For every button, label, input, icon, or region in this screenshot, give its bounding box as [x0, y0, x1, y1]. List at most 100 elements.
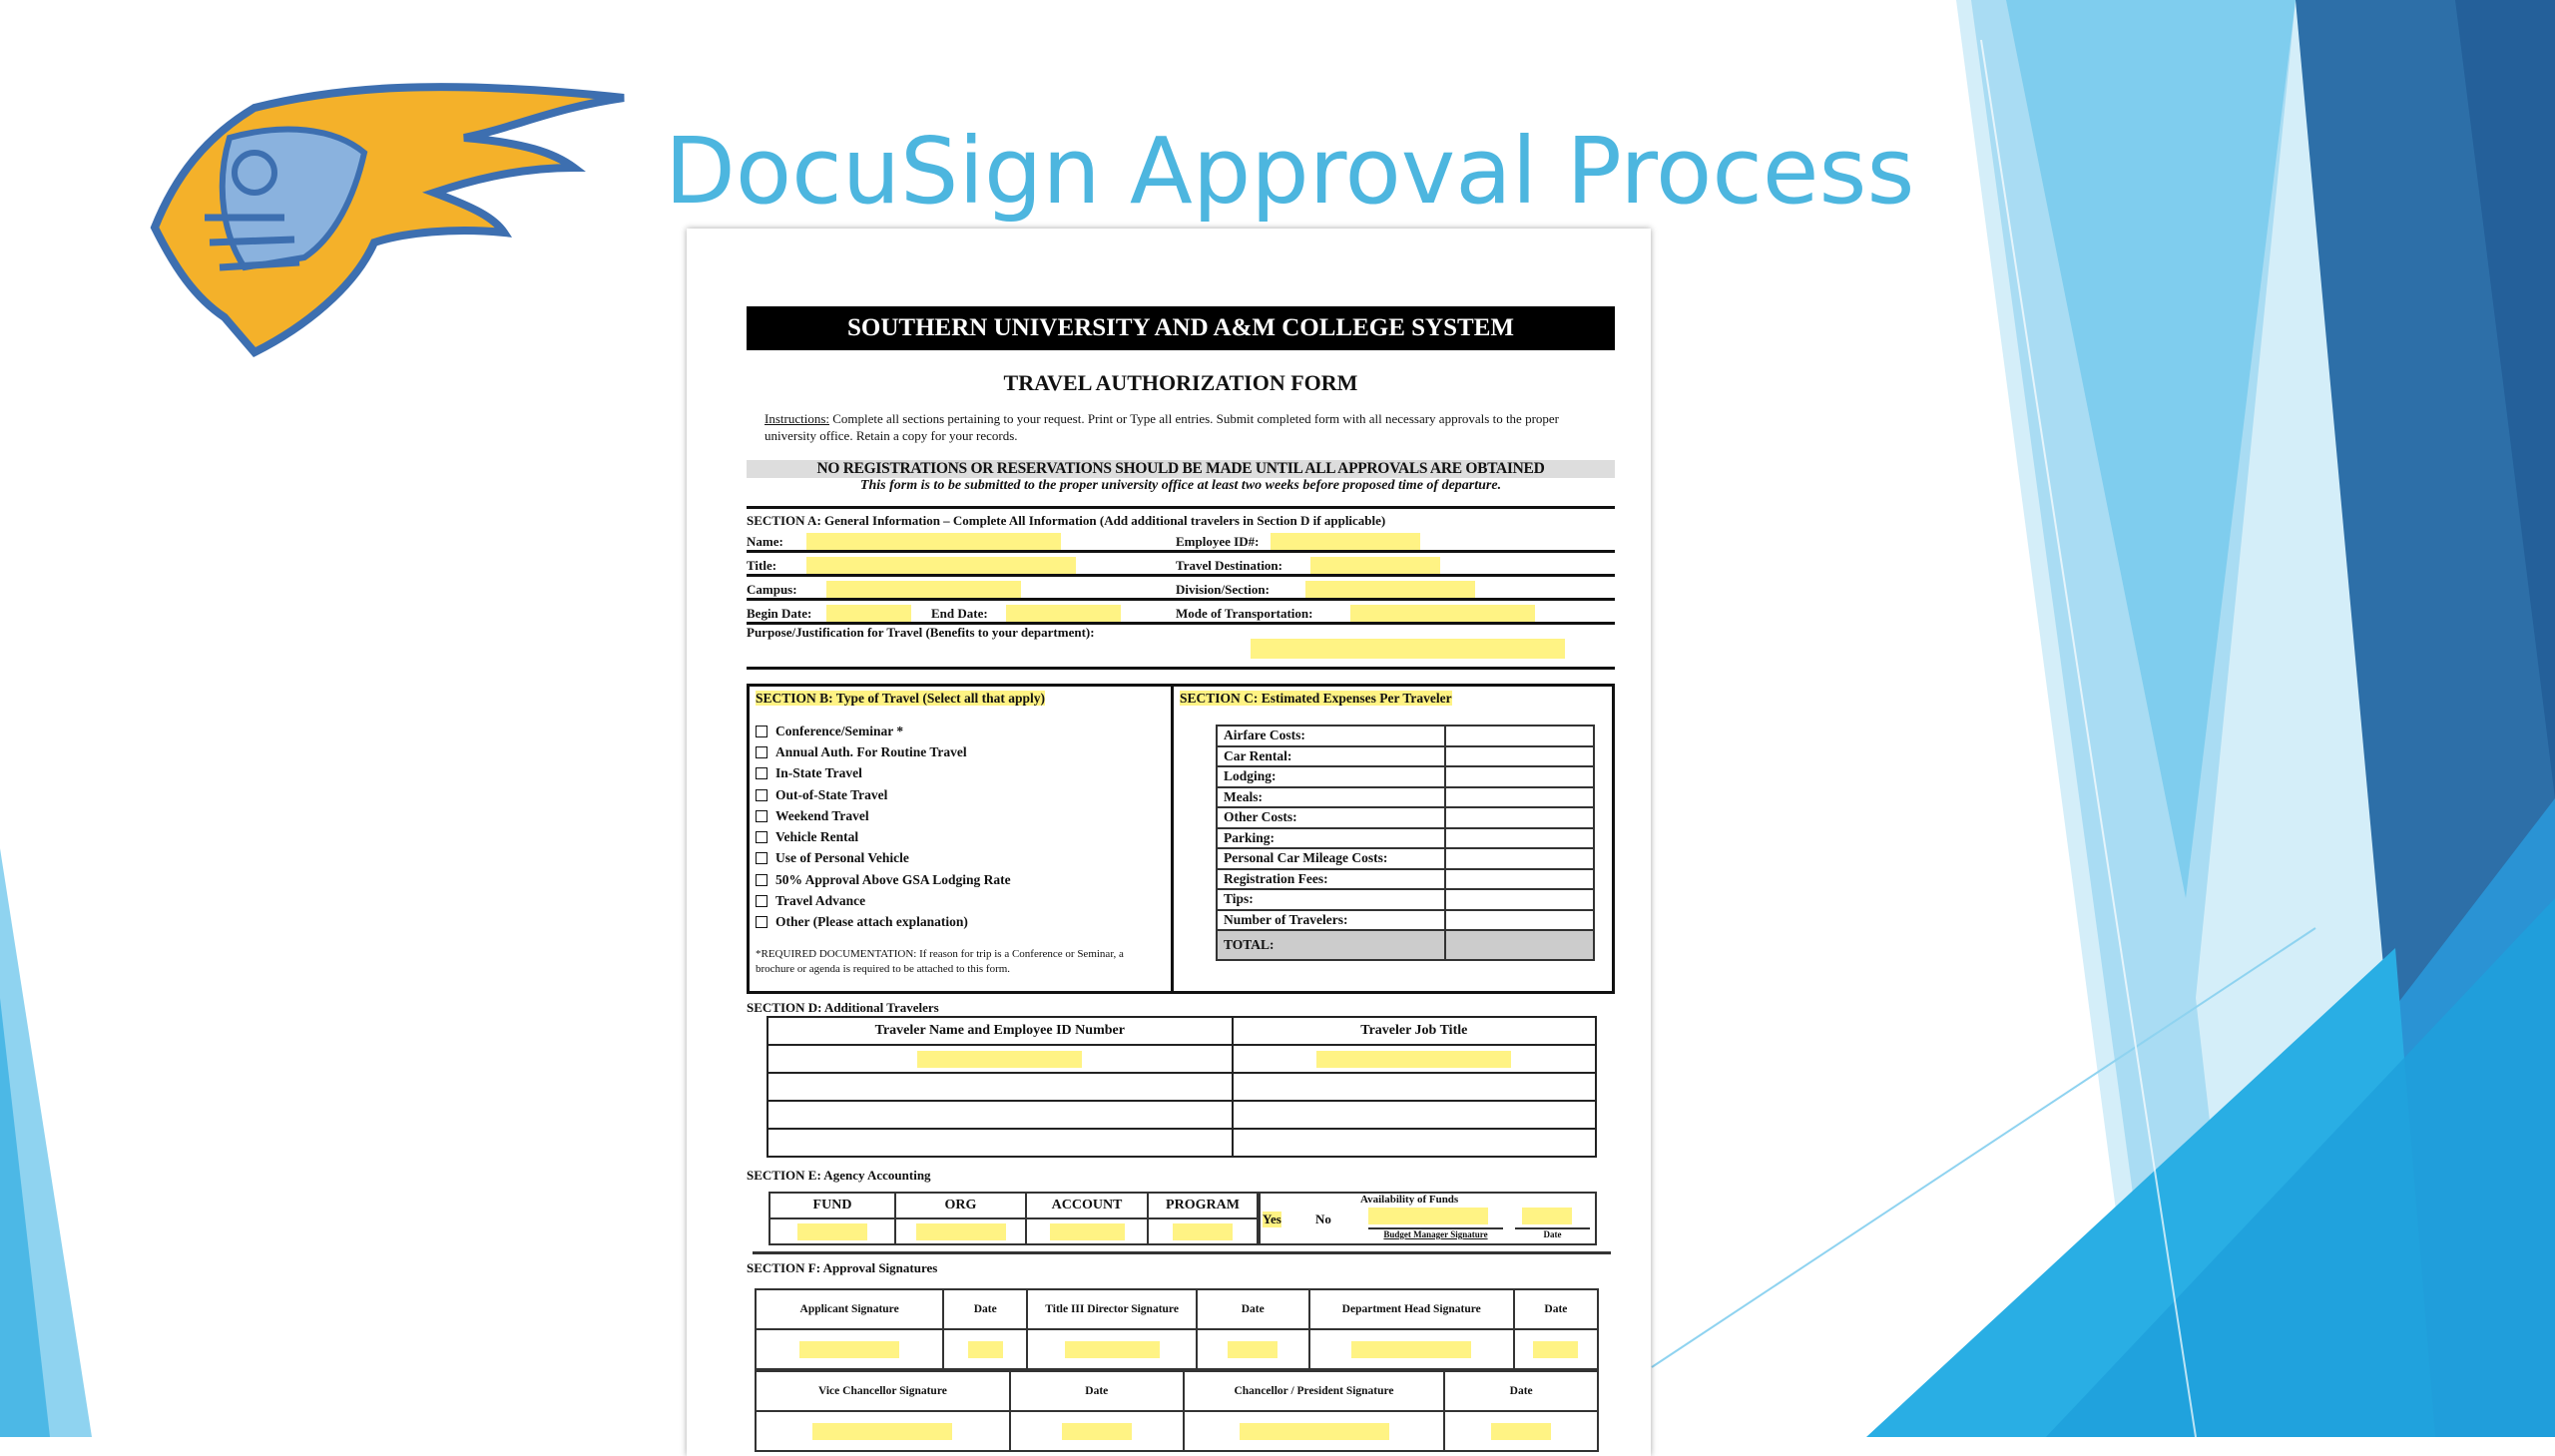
- signature-header: Title III Director Signature: [1026, 1288, 1198, 1330]
- travel-type-option[interactable]: In-State Travel: [756, 763, 1165, 784]
- signature-field[interactable]: [1026, 1328, 1198, 1370]
- signature-field[interactable]: [1182, 1410, 1446, 1452]
- availability-label: Availability of Funds: [1360, 1194, 1459, 1206]
- expense-value-cell[interactable]: [1444, 806, 1595, 829]
- travel-type-option[interactable]: Use of Personal Vehicle: [756, 848, 1165, 869]
- title-field[interactable]: [806, 557, 1076, 574]
- checkbox[interactable]: [756, 831, 767, 844]
- total-label: TOTAL:: [1216, 929, 1446, 961]
- notice-text: This form is to be submitted to the prop…: [859, 478, 1502, 493]
- travel-type-options: Conference/Seminar * Annual Auth. For Rou…: [756, 721, 1165, 933]
- section-b-heading: SECTION B: Type of Travel (Select all th…: [756, 691, 1046, 706]
- expense-row: Other Costs:: [1216, 806, 1595, 829]
- travel-type-option[interactable]: Travel Advance: [756, 890, 1165, 911]
- checkbox[interactable]: [756, 916, 767, 929]
- division-field[interactable]: [1305, 581, 1475, 598]
- signature-field[interactable]: [1195, 1328, 1310, 1370]
- section-d-heading: SECTION D: Additional Travelers: [747, 1000, 939, 1015]
- traveler-title-cell[interactable]: [1231, 1044, 1598, 1074]
- expense-value-cell[interactable]: [1444, 888, 1595, 911]
- checkbox[interactable]: [756, 809, 767, 822]
- slide-title: DocuSign Approval Process: [665, 118, 1915, 225]
- checkbox[interactable]: [756, 745, 767, 758]
- fund-cell[interactable]: [768, 1217, 896, 1245]
- traveler-name-cell[interactable]: [766, 1100, 1234, 1130]
- instructions: Instructions: Complete all sections pert…: [765, 410, 1597, 444]
- travel-type-option[interactable]: 50% Approval Above GSA Lodging Rate: [756, 869, 1165, 890]
- additional-travelers-table: Traveler Name and Employee ID Number Trav…: [766, 1016, 1598, 1158]
- destination-field[interactable]: [1310, 557, 1440, 574]
- travel-type-option[interactable]: Annual Auth. For Routine Travel: [756, 741, 1165, 762]
- expense-row: Number of Travelers:: [1216, 908, 1595, 931]
- purpose-label: Purpose/Justification for Travel (Benefi…: [747, 625, 1095, 640]
- funds-yes-option[interactable]: Yes: [1263, 1212, 1281, 1227]
- section-a-heading: SECTION A: General Information – Complet…: [747, 513, 1386, 528]
- campus-field[interactable]: [826, 581, 1021, 598]
- expense-value-cell[interactable]: [1444, 725, 1595, 747]
- traveler-title-cell[interactable]: [1231, 1128, 1598, 1158]
- expense-value-cell[interactable]: [1444, 765, 1595, 788]
- signature-header: Vice Chancellor Signature: [755, 1370, 1011, 1412]
- signature-field[interactable]: [1443, 1410, 1599, 1452]
- end-date-field[interactable]: [1006, 605, 1121, 622]
- total-value-cell[interactable]: [1444, 929, 1595, 961]
- expense-value-cell[interactable]: [1444, 826, 1595, 849]
- traveler-title-cell[interactable]: [1231, 1100, 1598, 1130]
- expense-value-cell[interactable]: [1444, 847, 1595, 870]
- travel-type-option[interactable]: Other (Please attach explanation): [756, 912, 1165, 933]
- signature-header: Date: [942, 1288, 1029, 1330]
- expense-label: Other Costs:: [1216, 806, 1446, 829]
- section-e-heading: SECTION E: Agency Accounting: [747, 1168, 931, 1183]
- expense-row: Lodging:: [1216, 765, 1595, 788]
- checkbox[interactable]: [756, 725, 767, 737]
- traveler-name-cell[interactable]: [766, 1044, 1234, 1074]
- travel-type-option[interactable]: Vehicle Rental: [756, 826, 1165, 847]
- name-field[interactable]: [806, 533, 1061, 550]
- traveler-name-cell[interactable]: [766, 1128, 1234, 1158]
- approval-signatures-row2: Vice Chancellor Signature Date Chancellor …: [755, 1370, 1599, 1452]
- checkbox[interactable]: [756, 852, 767, 865]
- signature-field[interactable]: [1512, 1328, 1600, 1370]
- travel-type-option[interactable]: Weekend Travel: [756, 805, 1165, 826]
- funds-no-option[interactable]: No: [1315, 1212, 1331, 1226]
- checkbox[interactable]: [756, 873, 767, 886]
- traveler-title-cell[interactable]: [1231, 1072, 1598, 1102]
- transport-label: Mode of Transportation:: [1176, 606, 1313, 621]
- org-cell[interactable]: [894, 1217, 1027, 1245]
- expense-value-cell[interactable]: [1444, 744, 1595, 767]
- signature-field[interactable]: [754, 1328, 945, 1370]
- signature-field[interactable]: [1008, 1410, 1185, 1452]
- employee-id-field[interactable]: [1271, 533, 1420, 550]
- division-label: Division/Section:: [1176, 582, 1270, 597]
- signature-field[interactable]: [1307, 1328, 1515, 1370]
- expense-label: Car Rental:: [1216, 744, 1446, 767]
- budget-signature-field[interactable]: [1368, 1208, 1488, 1224]
- section-a: SECTION A: General Information – Complet…: [747, 506, 1615, 670]
- campus-label: Campus:: [747, 582, 797, 597]
- end-date-label: End Date:: [931, 606, 988, 621]
- travel-type-option[interactable]: Out-of-State Travel: [756, 784, 1165, 805]
- checkbox[interactable]: [756, 767, 767, 780]
- traveler-name-cell[interactable]: [766, 1072, 1234, 1102]
- expense-row: Registration Fees:: [1216, 867, 1595, 890]
- warning-text: NO REGISTRATIONS OR RESERVATIONS SHOULD …: [747, 460, 1615, 478]
- account-cell[interactable]: [1025, 1217, 1149, 1245]
- signature-field[interactable]: [942, 1328, 1029, 1370]
- begin-date-field[interactable]: [826, 605, 911, 622]
- signature-field[interactable]: [755, 1410, 1011, 1452]
- travel-type-option[interactable]: Conference/Seminar *: [756, 721, 1165, 741]
- checkbox[interactable]: [756, 788, 767, 801]
- expense-value-cell[interactable]: [1444, 908, 1595, 931]
- option-label: Other (Please attach explanation): [775, 914, 968, 930]
- expense-value-cell[interactable]: [1444, 785, 1595, 808]
- transport-field[interactable]: [1350, 605, 1535, 622]
- program-cell[interactable]: [1147, 1217, 1259, 1245]
- purpose-field[interactable]: [1251, 639, 1565, 659]
- title-label: Title:: [747, 558, 777, 573]
- expense-value-cell[interactable]: [1444, 867, 1595, 890]
- employee-id-label: Employee ID#:: [1176, 534, 1260, 549]
- expense-label: Lodging:: [1216, 765, 1446, 788]
- budget-date-field[interactable]: [1522, 1208, 1572, 1224]
- checkbox[interactable]: [756, 895, 767, 908]
